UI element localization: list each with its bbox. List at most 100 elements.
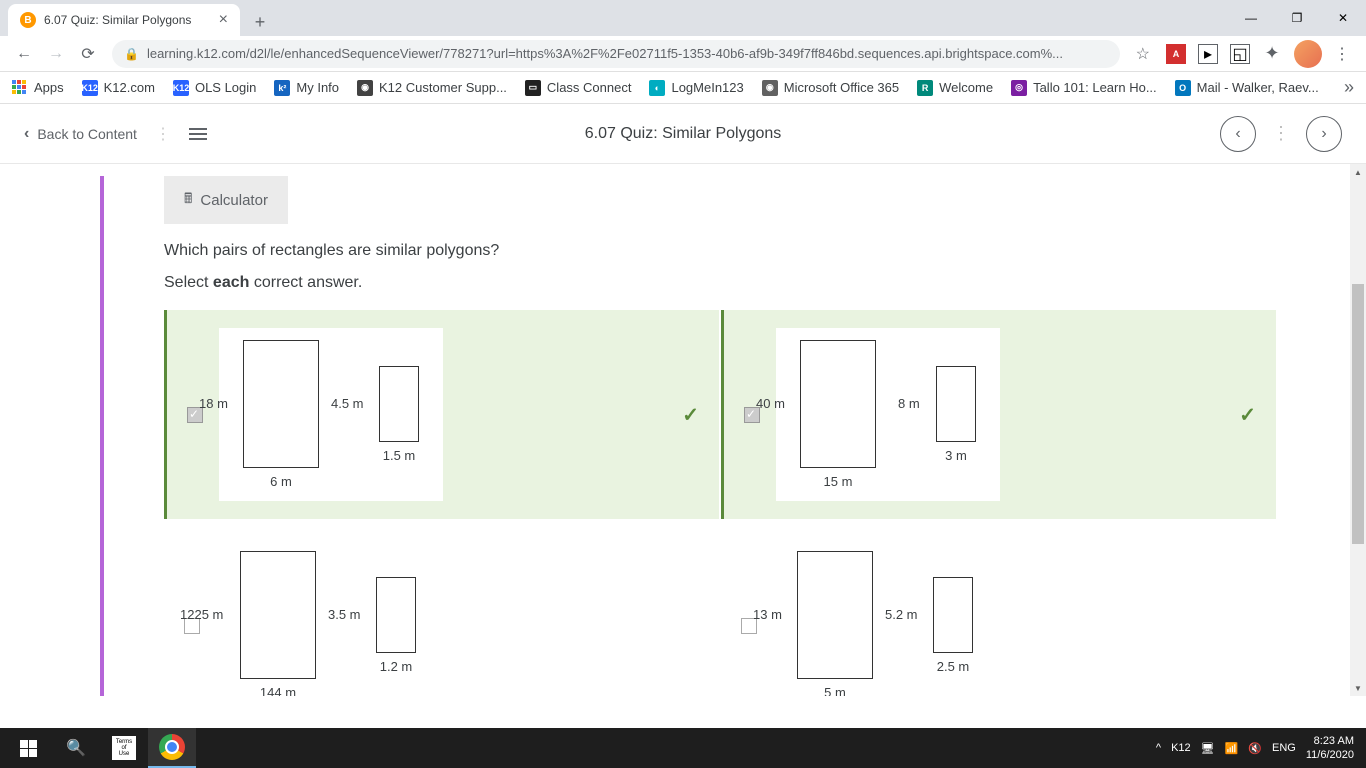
- menu-icon[interactable]: [189, 128, 207, 140]
- bookmark-item[interactable]: K12K12.com: [82, 80, 155, 96]
- extensions: A ▸ ◱ ✦ ⋮: [1158, 40, 1358, 68]
- tab-favicon: B: [20, 12, 36, 28]
- height-label: 4.5 m: [331, 396, 364, 411]
- chrome-menu-icon[interactable]: ⋮: [1334, 44, 1350, 64]
- calculator-button[interactable]: 🖩 Calculator: [164, 176, 288, 224]
- bookmark-item[interactable]: K12 OLS Login: [173, 80, 256, 96]
- bookmark-item[interactable]: ◉Microsoft Office 365: [762, 80, 899, 96]
- lock-icon: 🔒: [124, 47, 139, 61]
- scroll-down-icon[interactable]: ▼: [1350, 680, 1366, 696]
- browser-tab-bar: B 6.07 Quiz: Similar Polygons × + — ❐ ✕: [0, 0, 1366, 36]
- calculator-icon: 🖩: [184, 188, 192, 212]
- height-label: 1225 m: [180, 607, 223, 622]
- width-label: 15 m: [824, 474, 853, 489]
- scrollbar-track[interactable]: ▲ ▼: [1350, 164, 1366, 696]
- bookmark-item[interactable]: k²My Info: [274, 80, 339, 96]
- tray-chevron-icon[interactable]: ^: [1156, 742, 1161, 754]
- rectangle-shape: [797, 551, 873, 679]
- back-link-label: Back to Content: [37, 126, 137, 142]
- bookmarks-overflow-icon[interactable]: »: [1344, 77, 1354, 98]
- height-label: 3.5 m: [328, 607, 361, 622]
- bookmark-item[interactable]: O Mail - Walker, Raev...: [1175, 80, 1319, 96]
- reload-button[interactable]: ⟳: [72, 38, 104, 70]
- apps-icon: [12, 80, 28, 96]
- taskbar-app[interactable]: TermsofUse: [100, 728, 148, 768]
- bookmark-favicon: K12: [173, 80, 189, 96]
- bookmark-item[interactable]: RWelcome: [917, 80, 993, 96]
- correct-check-icon: ✓: [682, 402, 699, 427]
- tray-monitor-icon[interactable]: 🖥: [1201, 742, 1215, 755]
- bookmark-label: Mail - Walker, Raev...: [1197, 80, 1319, 95]
- bookmark-favicon: O: [1175, 80, 1191, 96]
- bookmark-item[interactable]: ◐LogMeIn123: [649, 80, 743, 96]
- back-to-content-link[interactable]: ‹ Back to Content: [24, 125, 137, 143]
- next-button[interactable]: ›: [1306, 116, 1342, 152]
- bookmark-label: OLS Login: [195, 80, 256, 95]
- bookmark-label: K12.com: [104, 80, 155, 95]
- taskbar: 🔍 TermsofUse ^ K12 🖥 📶 🔇 ENG 8:23 AM 11/…: [0, 728, 1366, 768]
- tray-k12-label: K12: [1171, 742, 1191, 754]
- bookmark-item[interactable]: ◉K12 Customer Supp...: [357, 80, 507, 96]
- height-label: 8 m: [898, 396, 920, 411]
- pdf-extension-icon[interactable]: A: [1166, 44, 1186, 64]
- width-label: 144 m: [260, 685, 296, 696]
- tray-volume-icon[interactable]: 🔇: [1248, 742, 1262, 755]
- answer-option[interactable]: 1225 m144 m3.5 m1.2 m: [164, 521, 719, 696]
- bookmark-favicon: ▭: [525, 80, 541, 96]
- tray-wifi-icon[interactable]: 📶: [1225, 742, 1239, 755]
- answer-option[interactable]: 18 m6 m 4.5 m 1.5 m ✓: [164, 310, 719, 519]
- close-window-button[interactable]: ✕: [1320, 0, 1366, 36]
- rectangle-pair: 1225 m144 m3.5 m1.2 m: [216, 539, 440, 696]
- forward-button[interactable]: →: [40, 38, 72, 70]
- minimize-button[interactable]: —: [1228, 0, 1274, 36]
- chrome-taskbar-button[interactable]: [148, 728, 196, 768]
- bookmark-label: Microsoft Office 365: [784, 80, 899, 95]
- answer-option[interactable]: 40 m15 m8 m3 m✓: [721, 310, 1276, 519]
- instruction-text: Select each correct answer.: [164, 274, 1276, 292]
- start-button[interactable]: [4, 728, 52, 768]
- clock[interactable]: 8:23 AM 11/6/2020: [1306, 734, 1354, 763]
- rectangle-shape: [243, 340, 319, 468]
- rectangle-group: 18 m6 m: [243, 340, 319, 489]
- bookmark-label: Tallo 101: Learn Ho...: [1033, 80, 1157, 95]
- star-icon[interactable]: ☆: [1136, 44, 1150, 64]
- rectangle-group: 1225 m144 m: [240, 551, 316, 696]
- new-tab-button[interactable]: +: [246, 8, 274, 36]
- answer-option[interactable]: 13 m5 m5.2 m2.5 m: [721, 521, 1276, 696]
- scroll-up-icon[interactable]: ▲: [1350, 164, 1366, 180]
- bookmark-label: K12 Customer Supp...: [379, 80, 507, 95]
- close-tab-icon[interactable]: ×: [219, 11, 228, 29]
- height-label: 5.2 m: [885, 607, 918, 622]
- extensions-menu-icon[interactable]: ✦: [1262, 44, 1282, 64]
- width-label: 1.5 m: [383, 448, 416, 463]
- width-label: 6 m: [270, 474, 292, 489]
- width-label: 1.2 m: [380, 659, 413, 674]
- url-input[interactable]: 🔒 learning.k12.com/d2l/le/enhancedSequen…: [112, 40, 1120, 68]
- content-header: ‹ Back to Content ⋮ 6.07 Quiz: Similar P…: [0, 104, 1366, 164]
- more-options-icon[interactable]: ⋮: [1272, 123, 1290, 144]
- bookmark-item[interactable]: ▭Class Connect: [525, 80, 632, 96]
- tray-lang[interactable]: ENG: [1272, 742, 1296, 754]
- prev-button[interactable]: ‹: [1220, 116, 1256, 152]
- bookmark-label: Apps: [34, 80, 64, 95]
- bookmark-item[interactable]: ◎Tallo 101: Learn Ho...: [1011, 80, 1157, 96]
- back-button[interactable]: ←: [8, 38, 40, 70]
- browser-tab[interactable]: B 6.07 Quiz: Similar Polygons ×: [8, 4, 240, 36]
- extension-icon[interactable]: ◱: [1230, 44, 1250, 64]
- url-text: learning.k12.com/d2l/le/enhancedSequence…: [147, 46, 1063, 61]
- question-text: Which pairs of rectangles are similar po…: [164, 242, 1276, 260]
- profile-avatar[interactable]: [1294, 40, 1322, 68]
- width-label: 2.5 m: [937, 659, 970, 674]
- system-tray: ^ K12 🖥 📶 🔇 ENG 8:23 AM 11/6/2020: [1156, 734, 1362, 763]
- extension-icon[interactable]: ▸: [1198, 44, 1218, 64]
- bookmark-item[interactable]: Apps: [12, 80, 64, 96]
- chevron-left-icon: ‹: [24, 125, 29, 143]
- maximize-button[interactable]: ❐: [1274, 0, 1320, 36]
- window-controls: — ❐ ✕: [1228, 0, 1366, 36]
- bookmark-favicon: R: [917, 80, 933, 96]
- rectangle-pair: 18 m6 m 4.5 m 1.5 m: [219, 328, 443, 501]
- search-button[interactable]: 🔍: [52, 728, 100, 768]
- scrollbar-thumb[interactable]: [1352, 284, 1364, 544]
- bookmark-label: LogMeIn123: [671, 80, 743, 95]
- rectangle-group: 3.5 m1.2 m: [376, 577, 416, 674]
